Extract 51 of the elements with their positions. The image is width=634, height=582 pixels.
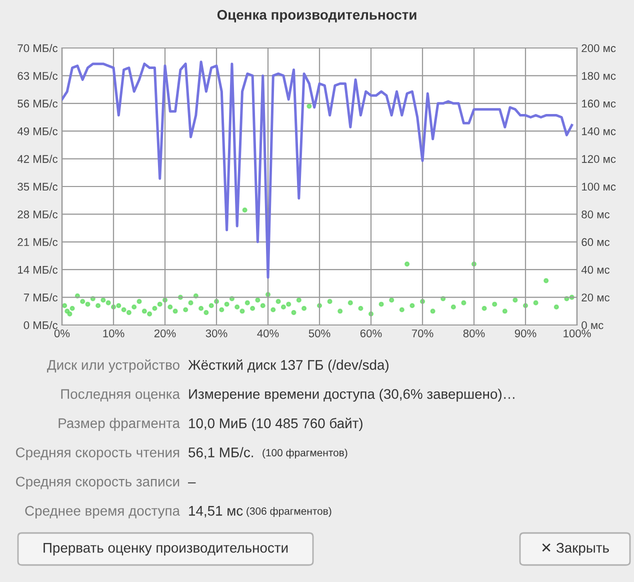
y2-tick-label: 180 мс [582, 72, 616, 80]
text: 14,51 мс [189, 506, 243, 518]
y-tick-label: 56 МБ/с [18, 99, 58, 108]
text: Последняя оценка [61, 389, 180, 402]
x-tick-label: 60% [360, 329, 382, 338]
y2-tick-label: 40 мс [581, 266, 610, 274]
line-series [62, 60, 574, 279]
text: Измерение времени доступа (30,6% завершено)… [189, 388, 514, 402]
y-tick-label: 21 МБ/с [18, 238, 58, 246]
y-tick-label: 14 МБ/с [18, 266, 58, 274]
text: ✕ Закрыть [542, 542, 609, 556]
text: Средняя скорость чтения [16, 447, 180, 460]
x-tick-label: 50% [308, 329, 330, 338]
y-tick-label: 42 МБ/с [17, 154, 58, 163]
chart-title: Оценка производительности [217, 10, 416, 22]
y-tick-label: 49 МБ/с [17, 127, 58, 136]
x-tick-label: 100% [564, 329, 591, 338]
y2-tick-label: 100 мс [582, 182, 616, 191]
y-tick-label: 28 МБ/с [18, 210, 58, 218]
y2-tick-label: 120 мс [582, 155, 616, 163]
x-tick-label: 70% [412, 329, 434, 338]
y2-tick-label: 200 мс [582, 44, 616, 52]
text: Размер фрагмента [58, 418, 180, 431]
x-tick-label: 80% [463, 329, 485, 338]
text: 10,0 МиБ (10 485 760 байт) [189, 418, 362, 431]
y2-tick-label: 20 мс [582, 294, 610, 302]
x-tick-label: 0% [54, 329, 70, 338]
x-tick-label: 40% [257, 329, 279, 338]
text: Среднее время доступа [25, 506, 180, 518]
y2-tick-label: 80 мс [582, 210, 610, 218]
x-tick-label: 30% [206, 329, 228, 338]
y2-tick-label: 60 мс [582, 238, 610, 246]
y-tick-label: 7 МБ/с [24, 293, 58, 302]
y-tick-label: 0 МБ/с [24, 320, 58, 330]
y-tick-label: 35 МБ/с [18, 182, 58, 191]
text: Диск или устройство [47, 359, 180, 373]
text: Средняя скорость записи [16, 476, 180, 490]
text: – [188, 482, 196, 484]
y2-tick-label: 160 мс [582, 100, 616, 108]
y-tick-label: 63 МБ/с [18, 72, 58, 80]
y-tick-label: 70 МБ/с [18, 44, 58, 52]
text: Жёсткий диск 137 ГБ (/dev/sda) [188, 359, 388, 373]
y2-tick-label: 140 мс [582, 127, 616, 136]
x-tick-label: 20% [154, 329, 176, 338]
text: (306 фрагментов) [246, 507, 332, 517]
text: (100 фрагментов) [262, 448, 348, 458]
y2-tick-label: 0 мс [582, 321, 604, 330]
x-tick-label: 10% [103, 329, 124, 338]
text: Прервать оценку производительности [44, 543, 288, 556]
x-tick-label: 90% [514, 329, 536, 338]
text: 56,1 МБ/с. [188, 447, 253, 459]
